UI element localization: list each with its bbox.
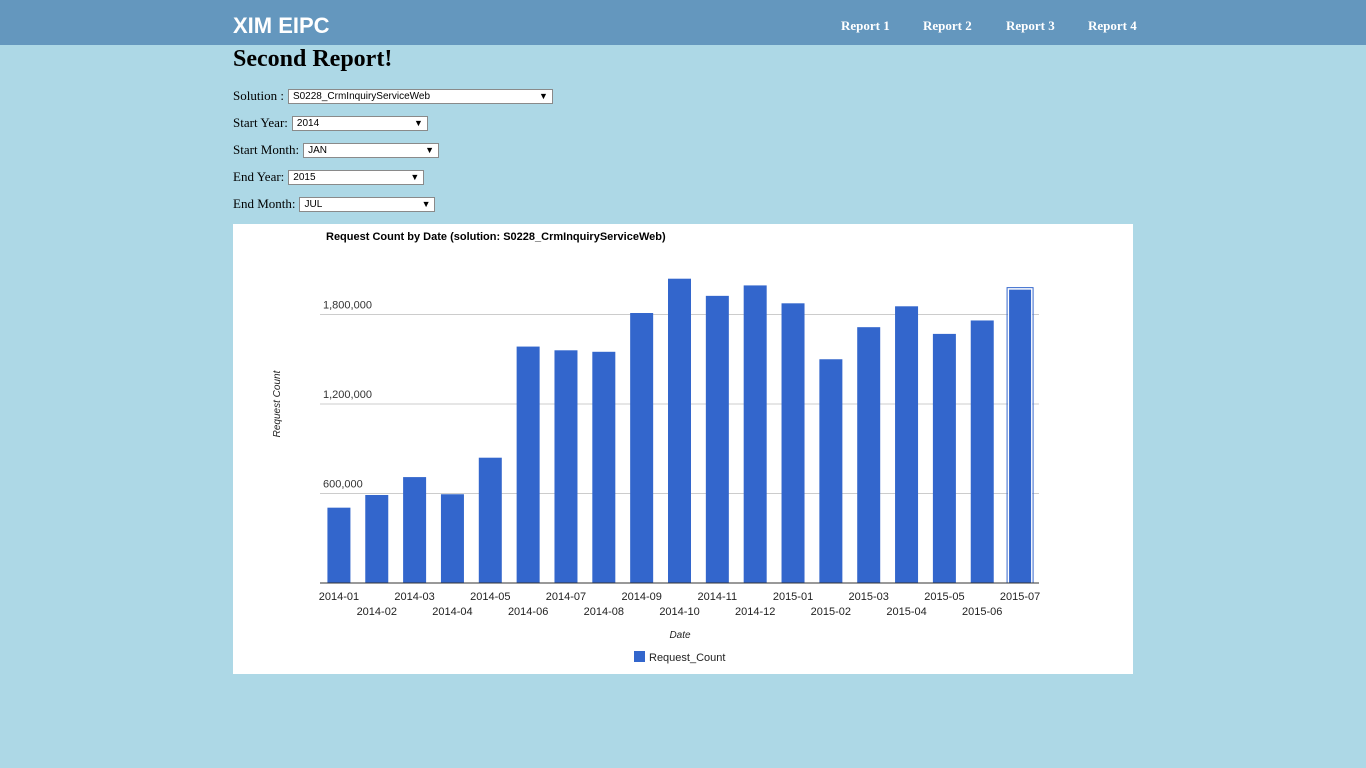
- x-axis-label: Date: [669, 630, 691, 641]
- y-tick-label: 1,200,000: [323, 389, 372, 401]
- x-tick-label: 2014-06: [508, 606, 548, 618]
- start-month-label: Start Month:: [233, 142, 300, 157]
- bar-2014-07[interactable]: [554, 350, 578, 583]
- x-tick-label: 2015-03: [849, 591, 889, 603]
- x-tick-label: 2014-09: [621, 591, 661, 603]
- solution-select-value: S0228_CrmInquiryServiceWeb: [292, 90, 431, 102]
- bar-2014-09[interactable]: [630, 313, 654, 583]
- bar-2015-05[interactable]: [932, 333, 956, 583]
- bar-2014-02[interactable]: [365, 494, 389, 583]
- x-tick-label: 2014-07: [546, 591, 586, 603]
- x-tick-label: 2015-01: [773, 591, 813, 603]
- bar-2015-06[interactable]: [970, 320, 994, 583]
- brand-logo[interactable]: XIM EIPC: [233, 13, 330, 38]
- x-tick-label: 2014-02: [357, 606, 397, 618]
- chevron-down-icon: ▼: [539, 90, 548, 101]
- x-tick-label: 2015-02: [811, 606, 851, 618]
- start-year-select[interactable]: 2014 ▼: [291, 115, 428, 131]
- bar-2014-04[interactable]: [440, 494, 464, 583]
- chevron-down-icon: ▼: [413, 117, 423, 128]
- x-tick-label: 2014-12: [735, 606, 775, 618]
- bar-2015-01[interactable]: [781, 303, 805, 583]
- chevron-down-icon: ▼: [410, 171, 420, 182]
- chevron-down-icon: ▼: [421, 198, 431, 209]
- end-month-row: End Month: JUL ▼: [233, 196, 436, 212]
- start-month-row: Start Month: JAN ▼: [233, 142, 440, 158]
- end-month-select[interactable]: JUL ▼: [299, 196, 436, 212]
- bar-2014-11[interactable]: [705, 295, 729, 583]
- bar-2014-03[interactable]: [403, 477, 427, 583]
- x-tick-label: 2015-07: [1000, 591, 1040, 603]
- bar-2014-12[interactable]: [743, 285, 767, 583]
- chevron-down-icon: ▼: [425, 144, 435, 155]
- start-year-row: Start Year: 2014 ▼: [233, 115, 428, 131]
- bar-2015-07[interactable]: [1008, 288, 1033, 584]
- bar-2015-02[interactable]: [819, 359, 843, 583]
- x-tick-label: 2014-08: [584, 606, 624, 618]
- bar-chart: Request Count by Date (solution: S0228_C…: [272, 231, 1040, 664]
- end-year-label: End Year:: [233, 169, 285, 184]
- end-year-select-value: 2015: [293, 171, 316, 183]
- start-month-select-value: JAN: [308, 144, 327, 156]
- navbar: XIM EIPC Report 1 Report 2 Report 3 Repo…: [0, 0, 1366, 45]
- bar-2014-06[interactable]: [516, 346, 540, 583]
- y-tick-label: 1,800,000: [323, 300, 372, 312]
- solution-row: Solution : S0228_CrmInquiryServiceWeb ▼: [233, 88, 553, 104]
- solution-label: Solution :: [233, 88, 284, 103]
- chart-title: Request Count by Date (solution: S0228_C…: [326, 231, 666, 243]
- x-tick-label: 2014-03: [394, 591, 434, 603]
- y-axis-label: Request Count: [272, 369, 283, 437]
- end-month-select-value: JUL: [304, 198, 323, 210]
- x-tick-label: 2015-05: [924, 591, 964, 603]
- x-tick-label: 2015-04: [886, 606, 926, 618]
- x-tick-label: 2014-11: [698, 591, 738, 603]
- x-tick-label: 2014-05: [470, 591, 510, 603]
- x-tick-label: 2014-01: [319, 591, 359, 603]
- bar-2015-03[interactable]: [857, 327, 881, 583]
- x-tick-label: 2014-10: [659, 606, 699, 618]
- bar-2014-01[interactable]: [327, 507, 351, 583]
- bar-2014-08[interactable]: [592, 351, 616, 583]
- legend-label[interactable]: Request_Count: [649, 652, 725, 664]
- bar-2014-10[interactable]: [668, 278, 691, 583]
- bar-2014-05[interactable]: [478, 457, 502, 583]
- solution-select[interactable]: S0228_CrmInquiryServiceWeb ▼: [287, 88, 553, 104]
- end-month-label: End Month:: [233, 196, 296, 211]
- page-title: Second Report!: [233, 46, 393, 72]
- nav-report-2[interactable]: Report 2: [923, 18, 972, 33]
- chart-container: Request Count by Date (solution: S0228_C…: [233, 224, 1133, 674]
- legend-swatch[interactable]: [634, 651, 645, 662]
- nav-report-4[interactable]: Report 4: [1088, 18, 1137, 33]
- end-year-row: End Year: 2015 ▼: [233, 169, 425, 185]
- start-year-select-value: 2014: [296, 117, 320, 129]
- start-month-select[interactable]: JAN ▼: [303, 142, 440, 158]
- x-tick-label: 2014-04: [432, 606, 472, 618]
- bar-2015-04[interactable]: [895, 306, 919, 583]
- nav-report-3[interactable]: Report 3: [1006, 18, 1055, 33]
- end-year-select[interactable]: 2015 ▼: [288, 169, 425, 185]
- y-tick-label: 600,000: [323, 479, 363, 491]
- x-tick-label: 2015-06: [962, 606, 1002, 618]
- nav-report-1[interactable]: Report 1: [841, 18, 890, 33]
- start-year-label: Start Year:: [233, 115, 288, 130]
